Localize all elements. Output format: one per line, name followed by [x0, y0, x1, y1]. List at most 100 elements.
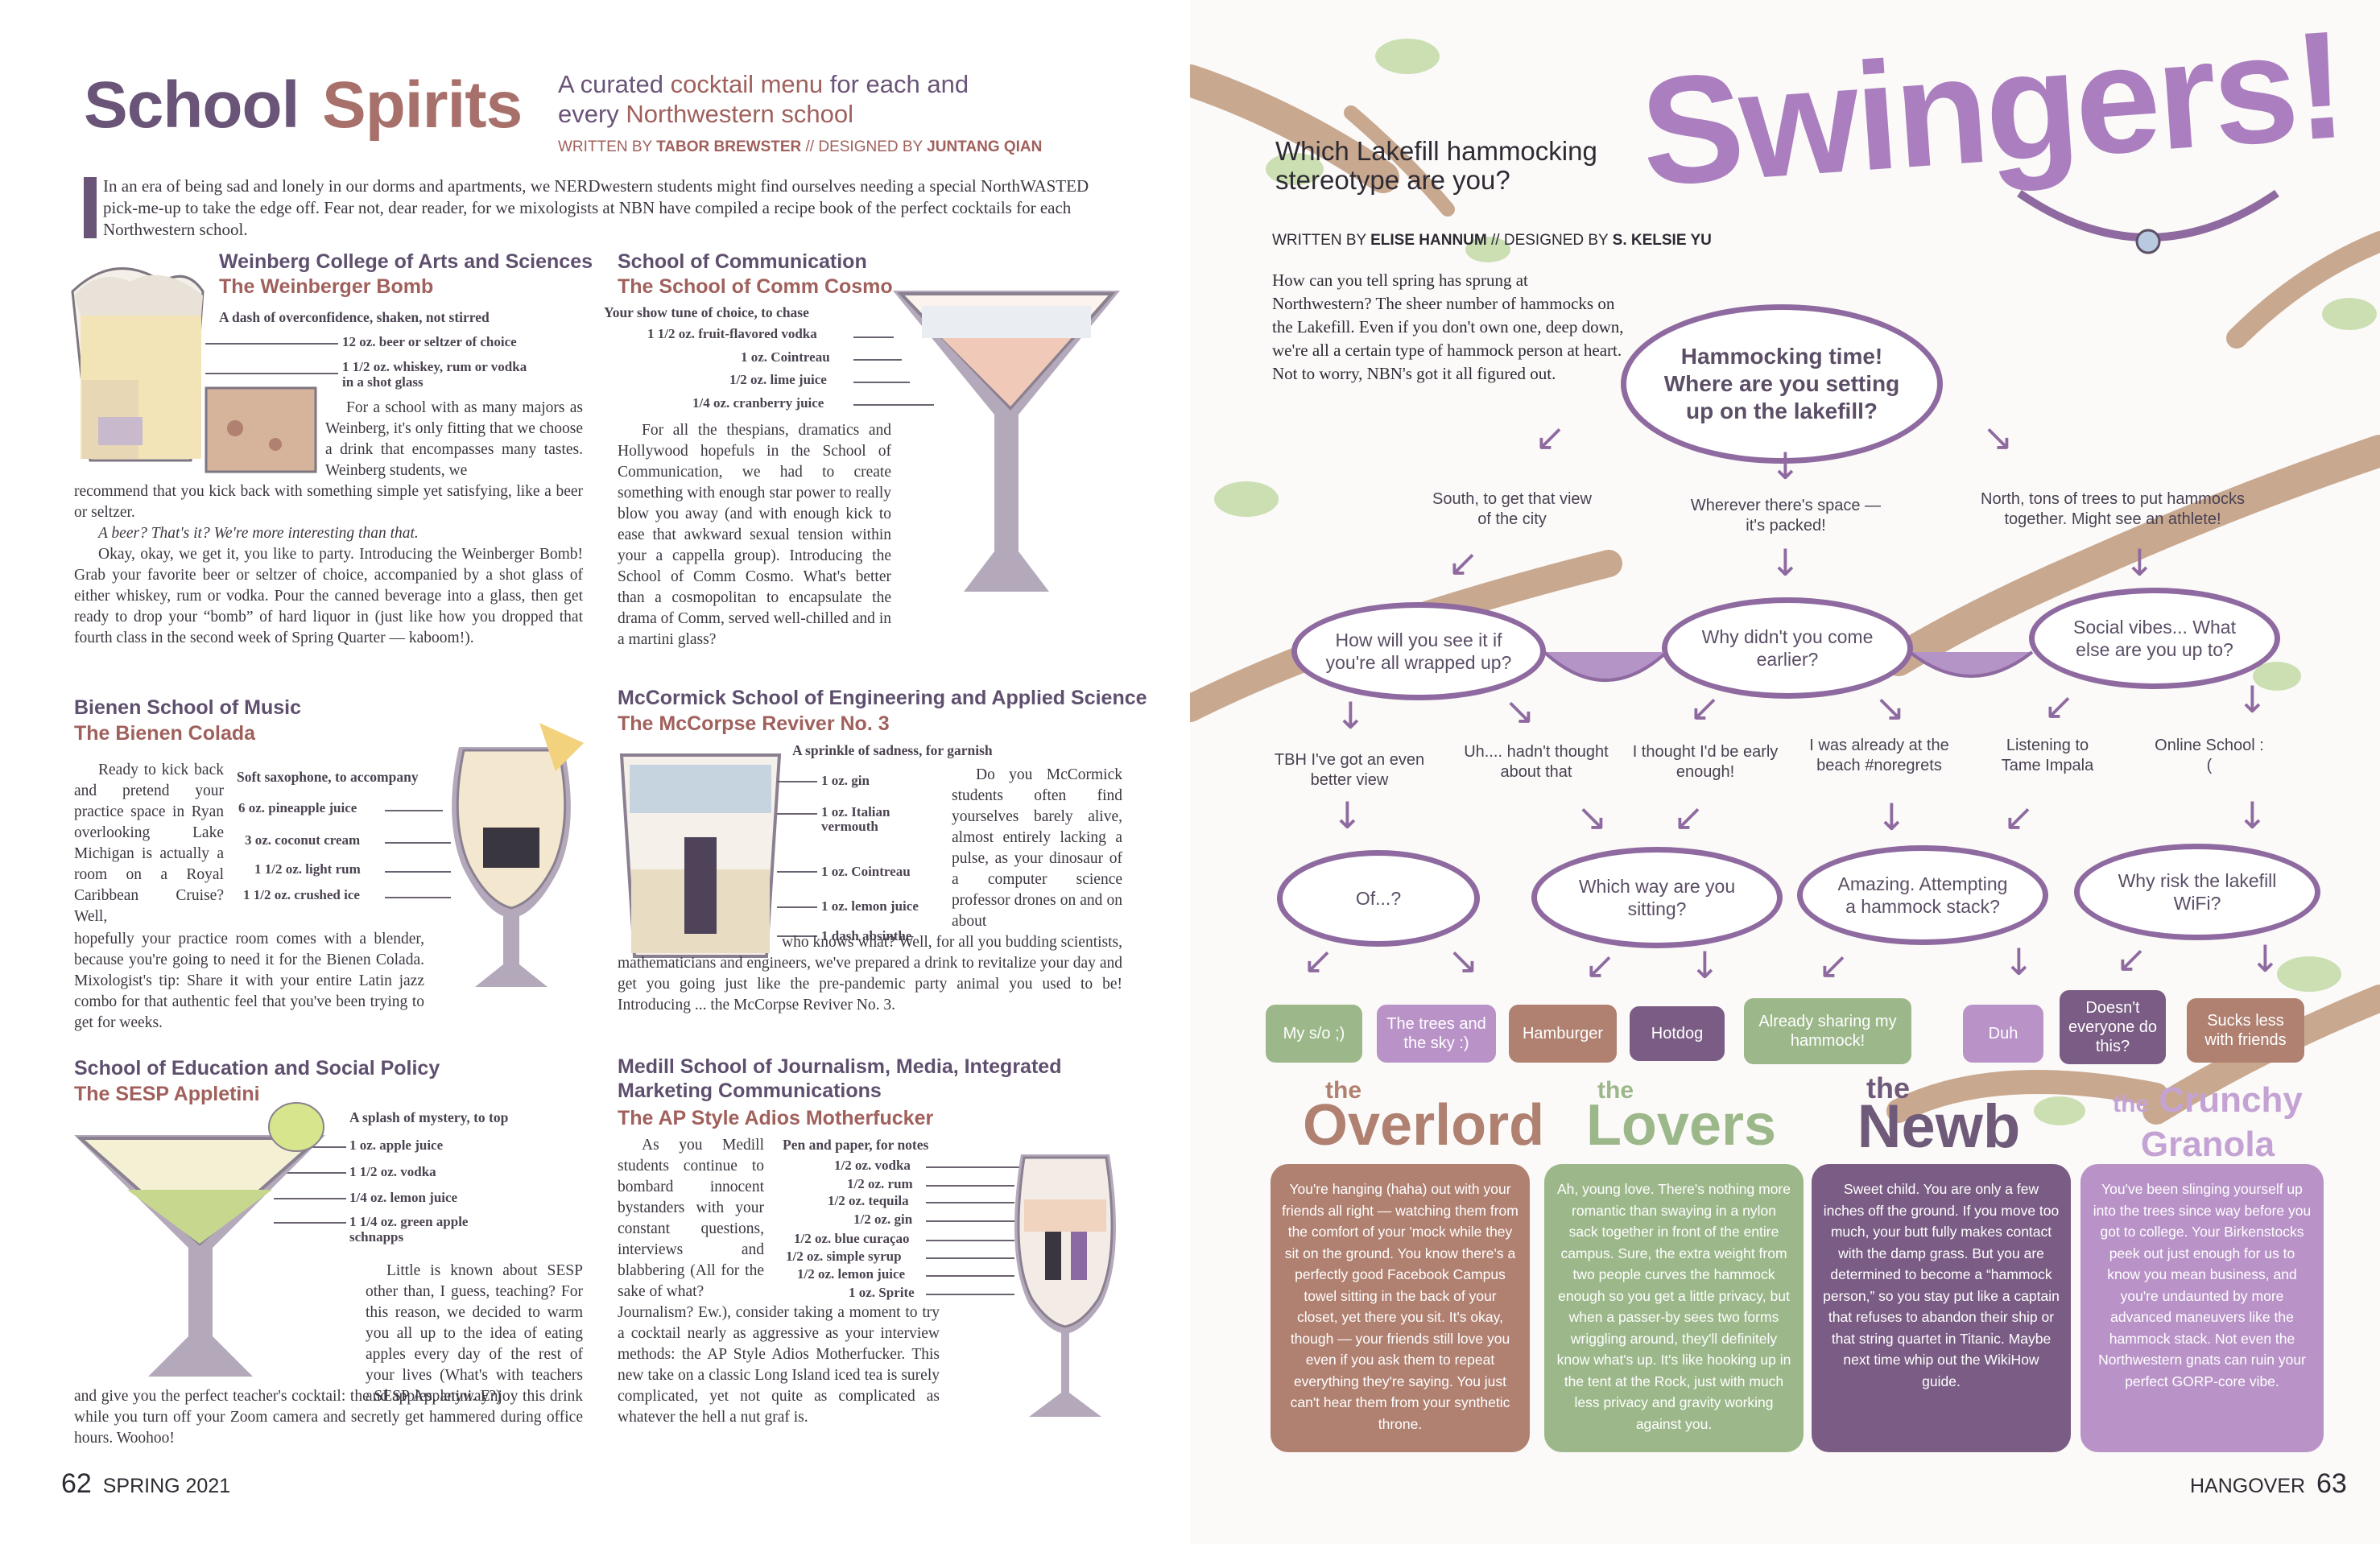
comm-tagline: Your show tune of choice, to chase [604, 304, 809, 320]
arrow-icon: ↓ [1332, 794, 1363, 837]
a-uh: Uh.... hadn't thought about that [1464, 743, 1609, 781]
title-granola: the Crunchy Granola [2113, 1080, 2303, 1164]
arrow-icon: ↙ [1303, 939, 1334, 982]
medill-ing-6: 1/2 oz. simple syrup [786, 1249, 902, 1264]
right-intro: How can you tell spring has sprung at No… [1272, 270, 1624, 383]
arrow-icon: ↙ [2043, 684, 2075, 728]
mccormick-para-top: Do you McCormick students often find you… [952, 766, 1122, 930]
result-hamburger: Hamburger [1509, 1005, 1617, 1063]
shot-glass-illustration [205, 386, 317, 473]
weinberg-tagline: A dash of overconfidence, shaken, not st… [219, 309, 490, 325]
arrow-icon: ↙ [2003, 795, 2035, 839]
arrow-icon: ↓ [2003, 940, 2035, 984]
sesp-ing-3: 1/4 oz. lemon juice [349, 1190, 458, 1205]
weinberg-drink: The Weinberger Bomb [219, 275, 434, 298]
medill-ing-4: 1/2 oz. gin [853, 1212, 913, 1227]
title-school: School [84, 68, 300, 142]
result-everyone: Doesn't everyone do this? [2060, 990, 2166, 1064]
arrow-icon: ↙ [1585, 943, 1616, 987]
sesp-tagline: A splash of mystery, to top [349, 1109, 509, 1125]
intro-paragraph: In an era of being sad and lonely in our… [103, 176, 1089, 239]
medill-ing-2: 1/2 oz. rum [847, 1176, 913, 1191]
title-newb-the: the [1866, 1071, 1910, 1104]
bienen-para: hopefully your practice room comes with … [74, 931, 424, 1031]
sesp-para: and give you the perfect teacher's cockt… [74, 1388, 583, 1447]
q-stack-bubble: Amazing. Attempting a hammock stack? [1797, 845, 2048, 945]
kicker: Which Lakefill hammocking stereotype are… [1275, 136, 1597, 195]
medill-drink: The AP Style Adios Motherfucker [618, 1107, 934, 1129]
hurricane-glass-illustration [452, 723, 584, 987]
arrow-icon: ↓ [2250, 937, 2281, 980]
a-tbh: TBH I've got an even better view [1274, 751, 1425, 789]
a-early: I thought I'd be early enough! [1632, 743, 1779, 781]
right-page: Swingers! Which Lakefill hammocking ster… [1190, 0, 2380, 1544]
card-newb: Sweet child. You are only a few inches o… [1812, 1164, 2071, 1452]
arrow-icon: ↓ [1770, 541, 1801, 584]
comm-school: School of Communication [618, 250, 867, 273]
a-online: Online School :( [2155, 737, 2264, 774]
weinberg-para1-top: For a school with as many majors as Wein… [325, 399, 583, 479]
mccormick-para: who knows what? Well, for all you buddin… [618, 934, 1122, 1014]
q-see-bubble: How will you see it if you're all wrappe… [1291, 602, 1546, 700]
medill-para-top: As you Medill students continue to bomba… [618, 1137, 764, 1300]
mccormick-tagline: A sprinkle of sadness, for garnish [792, 742, 993, 758]
folio-right: HANGOVER 63 [2190, 1468, 2347, 1499]
opt-wherever: Wherever there's space — it's packed! [1690, 497, 1882, 535]
opt-south: South, to get that view of the city [1432, 490, 1592, 528]
a-beach: I was already at the beach #noregrets [1809, 737, 1949, 774]
arrow-icon: ↓ [1876, 795, 1907, 839]
title-lovers: Lovers [1585, 1093, 1777, 1158]
weinberg-ing-1: 12 oz. beer or seltzer of choice [342, 334, 517, 349]
arrow-icon: ↓ [1770, 444, 1801, 488]
arrow-icon: ↙ [1689, 686, 1721, 729]
medill-para: Journalism? Ew.), consider taking a mome… [618, 1304, 940, 1426]
sesp-ing-4: 1 1/4 oz. green apple schnapps [349, 1214, 469, 1245]
title-overlord: Overlord [1303, 1093, 1545, 1158]
comm-para: For all the thespians, dramatics and Hol… [618, 422, 891, 648]
arrow-icon: ↙ [2116, 937, 2147, 980]
folio-left: 62 SPRING 2021 [61, 1468, 231, 1499]
title-overlord-the: the [1325, 1077, 1361, 1104]
title-lovers-the: the [1597, 1077, 1634, 1104]
sesp-drink: The SESP Appletini [74, 1083, 260, 1105]
hammock-icon [1908, 650, 2034, 678]
wine-glass-illustration [1014, 1154, 1116, 1417]
weinberg-glass-illustration [71, 267, 205, 462]
medill-ing-7: 1/2 oz. lemon juice [797, 1266, 906, 1282]
hammock-icon [1543, 650, 1668, 682]
bienen-ing-1: 6 oz. pineapple juice [238, 800, 357, 815]
martini-glass-illustration [893, 291, 1120, 592]
bienen-ing-4: 1 1/2 oz. crushed ice [243, 887, 360, 902]
mccormick-ing-1: 1 oz. gin [821, 773, 870, 788]
arrow-icon: ↙ [1818, 943, 1849, 987]
title-newb: Newb [1857, 1092, 2021, 1161]
result-duh: Duh [1963, 1005, 2043, 1063]
hammock-person-icon [2017, 189, 2279, 254]
mccormick-ing-3: 1 oz. Cointreau [821, 864, 911, 879]
bienen-tagline: Soft saxophone, to accompany [237, 769, 419, 785]
card-lovers: Ah, young love. There's nothing more rom… [1544, 1164, 1804, 1452]
q-of-bubble: Of...? [1277, 850, 1480, 947]
q-earlier-bubble: Why didn't you come earlier? [1662, 597, 1913, 699]
opt-north: North, tons of trees to put hammocks tog… [1981, 490, 2245, 528]
card-overlord: You're hanging (haha) out with your frie… [1271, 1164, 1530, 1452]
subtitle: A curated cocktail menu for each and eve… [558, 70, 969, 128]
sesp-para-top: Little is known about SESP other than, I… [366, 1262, 583, 1405]
q-wifi-bubble: Why risk the lakefill WiFi? [2074, 844, 2320, 940]
result-my-so: My s/o ;) [1266, 1005, 1362, 1063]
comm-ing-4: 1/4 oz. cranberry juice [692, 395, 824, 411]
medill-ing-5: 1/2 oz. blue curaçao [794, 1231, 910, 1246]
result-trees-sky: The trees and the sky :) [1377, 1005, 1496, 1063]
bienen-drink: The Bienen Colada [74, 722, 256, 745]
title-spirits: Spirits [322, 68, 523, 142]
arrow-icon: ↘ [1576, 795, 1608, 839]
a-tame: Listening to Tame Impala [2001, 737, 2094, 774]
comm-drink: The School of Comm Cosmo [618, 275, 893, 298]
arrow-icon: ↘ [1982, 415, 2014, 459]
start-bubble: Hammocking time! Where are you setting u… [1621, 304, 1943, 464]
arrow-icon: ↓ [2124, 541, 2155, 584]
weinberg-para2: A beer? That's it? We're more interestin… [98, 525, 419, 542]
medill-tagline: Pen and paper, for notes [783, 1137, 929, 1153]
arrow-icon: ↙ [1673, 795, 1704, 839]
result-hotdog: Hotdog [1630, 1006, 1725, 1061]
